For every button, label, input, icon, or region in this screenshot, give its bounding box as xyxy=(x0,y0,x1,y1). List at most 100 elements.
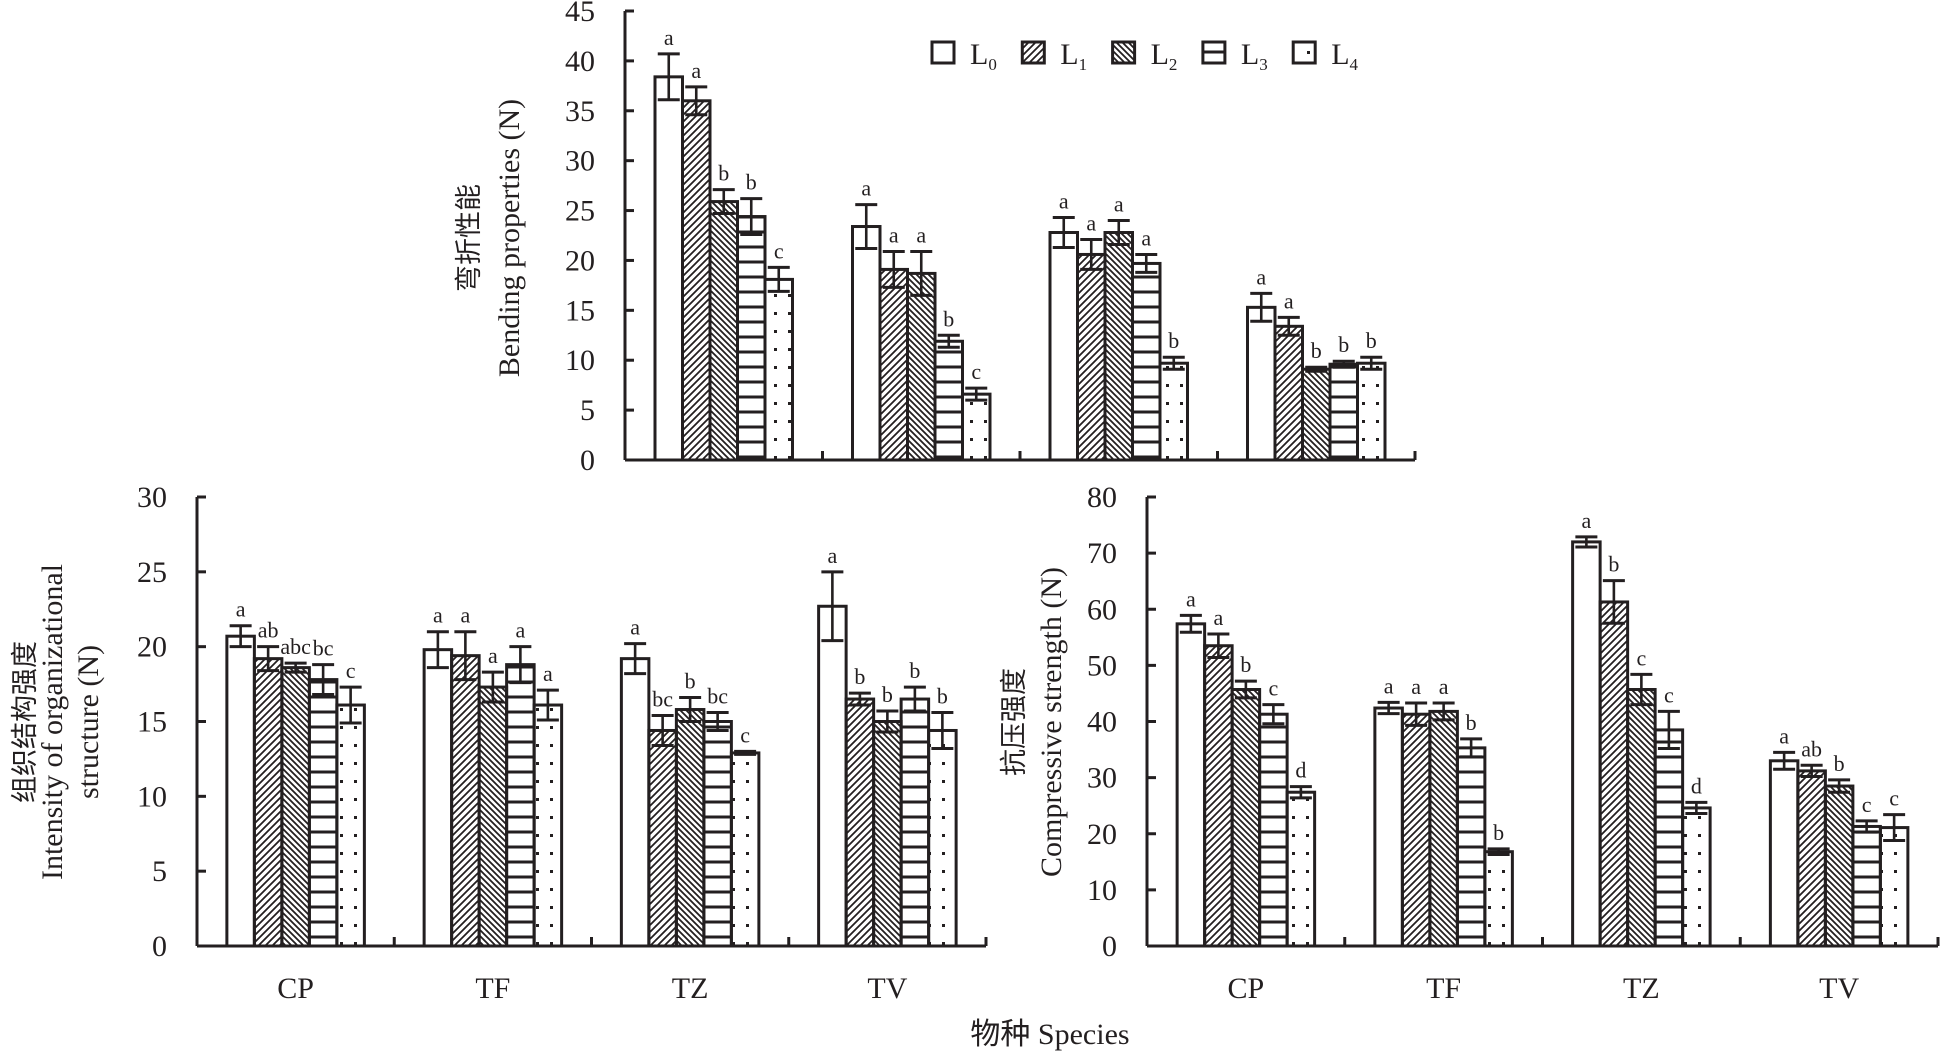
y-title-cn: 组织结构强度 xyxy=(10,641,41,803)
bar-tf-l4 xyxy=(1483,850,1514,948)
significance-letter: b xyxy=(909,658,920,683)
bar-tz-l3 xyxy=(1653,728,1685,948)
bar-tv-l4 xyxy=(927,728,958,948)
bar-tv-l2 xyxy=(1823,784,1855,948)
x-category-label: TF xyxy=(1426,972,1461,1005)
bar-tz-l3 xyxy=(702,720,733,948)
legend-label-base: L xyxy=(1241,38,1259,71)
error-bar xyxy=(931,711,954,750)
y-tick-label: 0 xyxy=(152,930,167,963)
error-bar xyxy=(821,570,844,643)
error-bar xyxy=(706,711,729,732)
error-bar xyxy=(1487,847,1510,857)
legend-label-subscript: 0 xyxy=(988,55,997,74)
significance-letter: a xyxy=(1284,288,1294,313)
error-bar xyxy=(1432,701,1455,722)
x-category-label: TV xyxy=(867,972,907,1005)
y-tick-label: 10 xyxy=(137,780,167,813)
y-tick-label: 80 xyxy=(1087,481,1117,514)
bar-tf-l3 xyxy=(933,339,964,462)
legend-item-l0: L0 xyxy=(930,38,997,74)
error-bar xyxy=(1305,365,1328,373)
bar-tf-l2 xyxy=(906,271,937,462)
significance-letter: b xyxy=(882,682,893,707)
error-bar xyxy=(685,85,708,117)
y-tick-label: 20 xyxy=(137,631,167,664)
legend-item-l4: L4 xyxy=(1291,38,1359,74)
y-title-cn: 弯折性能 xyxy=(454,184,485,292)
bar-tv-l4 xyxy=(1356,361,1387,462)
bar-cp-l0 xyxy=(653,75,684,462)
bar-cp-l1 xyxy=(252,657,284,948)
error-bar xyxy=(1250,291,1273,323)
significance-letter: a xyxy=(889,222,899,247)
y-tick-label: 60 xyxy=(1087,593,1117,626)
significance-letter: a xyxy=(630,615,640,640)
bar-cp-l3 xyxy=(736,215,767,462)
error-bar xyxy=(651,714,674,747)
significance-letter: b xyxy=(685,669,696,694)
significance-letter: a xyxy=(691,58,701,83)
y-tick-label: 5 xyxy=(152,855,167,888)
bar-cp-l4 xyxy=(335,703,366,948)
y-tick-label: 20 xyxy=(565,244,595,277)
error-bar xyxy=(1107,219,1130,246)
legend-label: L1 xyxy=(1060,38,1087,74)
legend-swatch xyxy=(1020,40,1046,65)
legend-label-subscript: 2 xyxy=(1169,55,1178,74)
significance-letter: c xyxy=(1664,682,1674,707)
legend-item-l1: L1 xyxy=(1020,38,1087,74)
bar-tf-l1 xyxy=(450,654,481,948)
bar-cp-l0 xyxy=(225,634,256,948)
error-bar xyxy=(1135,252,1158,274)
bar-cp-l4 xyxy=(763,277,794,462)
legend-swatch xyxy=(930,40,956,65)
error-bar xyxy=(679,696,702,723)
error-bar xyxy=(509,645,532,685)
significance-letter: a xyxy=(1384,673,1394,698)
legend-label-base: L xyxy=(1060,38,1078,71)
significance-letter: b xyxy=(1493,820,1504,845)
x-category-label: CP xyxy=(1228,972,1265,1005)
error-bar xyxy=(426,630,449,670)
bar-tv-l2 xyxy=(872,720,903,948)
error-bar xyxy=(1575,535,1598,549)
bar-tz-l4 xyxy=(1158,361,1189,462)
error-bar xyxy=(257,645,280,673)
error-bar xyxy=(312,663,335,697)
error-bar xyxy=(848,691,871,707)
error-bar xyxy=(734,749,757,756)
bar-tf-l4 xyxy=(532,703,564,948)
bar-tf-l0 xyxy=(422,648,454,948)
bar-tz-l1 xyxy=(647,728,678,948)
significance-letter: a xyxy=(1439,674,1449,699)
bar-tv-l0 xyxy=(1246,305,1277,462)
bar-tz-l1 xyxy=(1598,600,1630,948)
significance-letter: c xyxy=(1889,786,1899,811)
bar-tf-l0 xyxy=(1373,706,1404,948)
y-title-cn: 抗压强度 xyxy=(999,668,1030,776)
significance-letter: b xyxy=(1311,338,1322,363)
significance-letter: a xyxy=(1581,508,1591,533)
legend-item-l2: L2 xyxy=(1111,38,1178,74)
y-tick-label: 25 xyxy=(565,195,595,228)
significance-letter: b xyxy=(718,161,729,186)
error-bar xyxy=(740,197,763,237)
bar-tf-l3 xyxy=(505,663,536,948)
significance-letter: b xyxy=(937,684,948,709)
significance-letter: a xyxy=(1141,225,1151,250)
legend-label: L0 xyxy=(970,38,997,74)
significance-letter: d xyxy=(1295,758,1306,783)
significance-letter: ab xyxy=(258,618,279,643)
legend-item-l3: L3 xyxy=(1201,38,1268,74)
error-bar xyxy=(1234,679,1257,700)
y-tick-label: 30 xyxy=(137,481,167,514)
legend: L0 L1 L2 L3 L4 xyxy=(930,38,1359,74)
bar-tz-l0 xyxy=(1048,231,1079,462)
error-bar xyxy=(965,386,988,402)
bar-tf-l0 xyxy=(851,225,882,462)
bar-tf-l3 xyxy=(1455,746,1487,948)
bar-tz-l1 xyxy=(1076,252,1107,462)
y-tick-label: 5 xyxy=(580,394,595,427)
error-bar xyxy=(855,203,878,250)
